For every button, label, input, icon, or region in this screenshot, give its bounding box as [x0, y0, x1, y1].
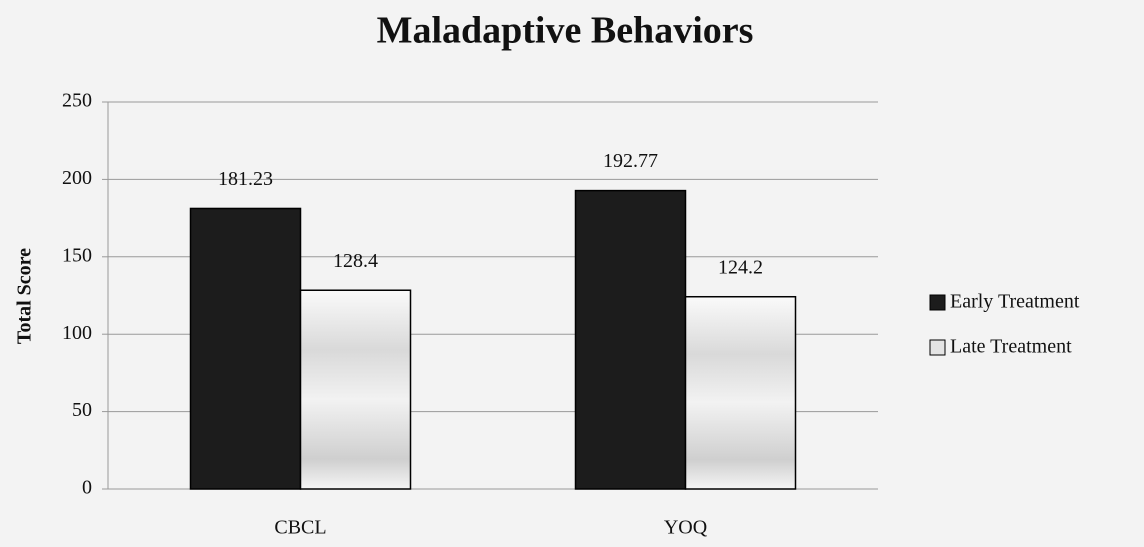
bar — [189, 207, 302, 490]
legend-label: Early Treatment — [950, 291, 1080, 313]
y-axis-label: Total Score — [14, 248, 36, 344]
y-tick-label: 100 — [62, 322, 92, 344]
y-tick-label: 200 — [62, 167, 92, 189]
data-label: 192.77 — [603, 150, 658, 172]
bar — [574, 189, 687, 490]
bar — [299, 289, 412, 490]
legend-swatch — [929, 339, 946, 356]
legend-label: Late Treatment — [950, 336, 1072, 358]
y-tick-label: 50 — [72, 399, 92, 421]
x-tick-label: YOQ — [664, 517, 708, 539]
data-label: 124.2 — [718, 256, 763, 278]
y-tick-label: 250 — [62, 90, 92, 112]
legend-swatch — [929, 294, 946, 311]
y-tick-label: 150 — [62, 244, 92, 266]
y-tick-label: 0 — [82, 477, 92, 499]
data-label: 181.23 — [218, 168, 273, 190]
bar — [684, 295, 797, 490]
chart-title: Maladaptive Behaviors — [377, 10, 754, 52]
data-label: 128.4 — [333, 250, 378, 272]
x-tick-label: CBCL — [274, 517, 326, 539]
